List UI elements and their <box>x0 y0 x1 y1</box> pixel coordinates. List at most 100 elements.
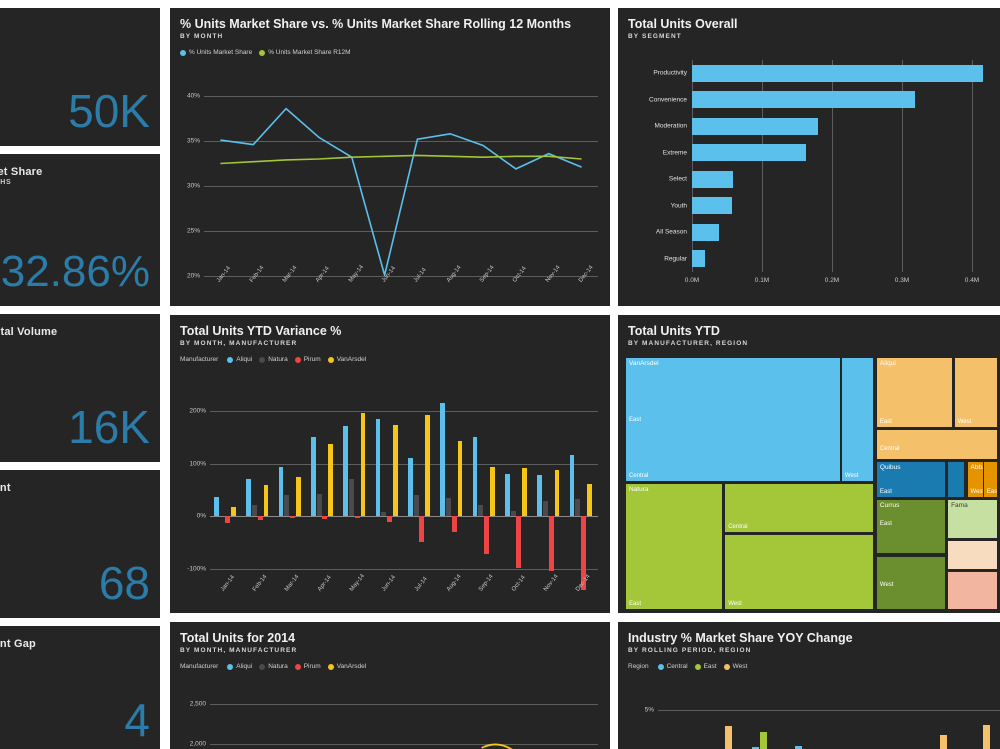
bar-west-6[interactable] <box>939 734 947 749</box>
bar-natura-oct-14[interactable] <box>510 511 516 517</box>
bar-natura-apr-14[interactable] <box>316 494 322 517</box>
legend-item-east[interactable]: East <box>694 663 717 670</box>
bar-aliqui-oct-14[interactable] <box>504 474 510 517</box>
legend-item-vanarsdel[interactable]: VanArsdel <box>327 663 366 670</box>
treemap-node[interactable]: Central <box>998 428 1000 461</box>
bar-productivity[interactable] <box>692 64 983 82</box>
bar-youth[interactable] <box>692 197 732 215</box>
legend-item-units-market-share-r12m[interactable]: % Units Market Share R12M <box>259 49 351 56</box>
bar-vanarsdel-sep-14[interactable] <box>489 467 495 517</box>
bar-west-1[interactable] <box>724 725 732 749</box>
kpi-card-total-sentiment[interactable]: Total Sentiment 68 <box>0 470 160 618</box>
treemap-node[interactable]: Central <box>724 482 874 534</box>
chart-tile-market-share-line[interactable]: % Units Market Share vs. % Units Market … <box>170 8 610 306</box>
chart-tile-industry-yoy[interactable]: Industry % Market Share YOY Change BY RO… <box>618 622 1000 749</box>
legend-item-units-market-share[interactable]: % Units Market Share <box>180 49 252 56</box>
treemap-node[interactable] <box>998 498 1000 540</box>
bar-aliqui-apr-14[interactable] <box>310 437 316 517</box>
treemap-node[interactable]: East <box>982 461 999 498</box>
legend-item-pirum[interactable]: Pirum <box>294 356 321 363</box>
bar-aliqui-sep-14[interactable] <box>472 437 478 517</box>
bar-pirum-oct-14[interactable] <box>516 516 522 569</box>
bar-all-season[interactable] <box>692 223 719 241</box>
bar-vanarsdel-may-14[interactable] <box>360 412 366 517</box>
legend-item-natura[interactable]: Natura <box>259 663 288 670</box>
kpi-card-total-volume[interactable]: Total Volume 50K <box>0 8 160 146</box>
bar-vanarsdel-aug-14[interactable] <box>457 441 463 517</box>
bar-moderation[interactable] <box>692 117 818 135</box>
kpi-card-units-market-share[interactable]: % Units Market Share ROLLING 12 MONTHS 3… <box>0 154 160 306</box>
treemap-node[interactable]: West <box>953 357 998 428</box>
bar-central-3[interactable] <box>794 746 802 749</box>
legend-item-vanarsdel[interactable]: VanArsdel <box>327 356 366 363</box>
bar-vanarsdel-apr-14[interactable] <box>328 443 334 517</box>
legend-item-central[interactable]: Central <box>657 663 688 670</box>
bar-natura-nov-14[interactable] <box>542 500 548 517</box>
bar-vanarsdel-feb-14[interactable] <box>263 484 269 517</box>
treemap-node[interactable] <box>947 571 999 610</box>
bar-pirum-may-14[interactable] <box>354 516 360 518</box>
bar-pirum-jun-14[interactable] <box>387 516 392 522</box>
legend-item-pirum[interactable]: Pirum <box>294 663 321 670</box>
treemap-node-currus[interactable]: Currus East <box>875 498 946 555</box>
bar-vanarsdel-mar-14[interactable] <box>295 476 301 517</box>
bar-natura-mar-14[interactable] <box>284 495 290 517</box>
bar-extreme[interactable] <box>692 144 807 162</box>
bar-aliqui-feb-14[interactable] <box>246 479 252 517</box>
bar-east-2[interactable] <box>759 732 767 749</box>
bar-pirum-nov-14[interactable] <box>548 516 554 572</box>
bar-natura-aug-14[interactable] <box>445 497 451 517</box>
bar-pirum-jul-14[interactable] <box>419 516 425 542</box>
legend-item-aliqui[interactable]: Aliqui <box>227 663 252 670</box>
bar-select[interactable] <box>692 170 733 188</box>
treemap-node-aliqui[interactable]: Aliqui East <box>875 357 953 428</box>
chart-tile-total-units-overall[interactable]: Total Units Overall BY SEGMENT 0.0M 0.1M 0… <box>618 8 1000 306</box>
bar-pirum-jan-14[interactable] <box>225 516 231 523</box>
bar-aliqui-dec-14[interactable] <box>569 454 575 517</box>
bar-pirum-aug-14[interactable] <box>451 516 457 533</box>
bar-pirum-dec-14[interactable] <box>581 516 586 591</box>
treemap-node-natura[interactable]: Natura East <box>625 482 724 610</box>
bar-vanarsdel-nov-14[interactable] <box>554 469 560 517</box>
bar-vanarsdel-dec-14[interactable] <box>586 483 592 517</box>
bar-central-2[interactable] <box>751 747 759 749</box>
treemap-node-vanarsdel[interactable]: VanArsdel East Central <box>625 357 841 483</box>
treemap-node[interactable] <box>947 539 999 571</box>
bar-natura-jun-14[interactable] <box>381 512 387 517</box>
bar-regular[interactable] <box>692 250 705 268</box>
bar-aliqui-aug-14[interactable] <box>440 403 446 517</box>
bar-convenience[interactable] <box>692 91 915 109</box>
bar-natura-jul-14[interactable] <box>413 495 419 517</box>
bar-pirum-apr-14[interactable] <box>322 516 328 519</box>
kpi-card-total-sentiment-gap[interactable]: Total Sentiment Gap 4 <box>0 626 160 749</box>
chart-tile-total-units-ytd-treemap[interactable]: Total Units YTD BY MANUFACTURER, REGION … <box>618 315 1000 613</box>
bar-aliqui-mar-14[interactable] <box>278 466 284 517</box>
bar-aliqui-jan-14[interactable] <box>213 497 219 517</box>
bar-aliqui-jul-14[interactable] <box>407 458 413 517</box>
bar-vanarsdel-jan-14[interactable] <box>231 506 237 517</box>
bar-vanarsdel-jun-14[interactable] <box>392 424 398 517</box>
bar-aliqui-may-14[interactable] <box>343 425 349 517</box>
treemap-node-fama[interactable]: Fama <box>947 498 999 540</box>
bar-natura-feb-14[interactable] <box>251 504 257 517</box>
kpi-card-total-units-volume[interactable]: Total Units Total Volume 16K <box>0 314 160 462</box>
bar-vanarsdel-oct-14[interactable] <box>522 467 528 517</box>
bar-pirum-mar-14[interactable] <box>290 516 295 519</box>
treemap-node[interactable] <box>947 461 966 498</box>
treemap-node-pirum[interactable]: PirumEast <box>998 357 1000 428</box>
treemap-node[interactable] <box>998 539 1000 610</box>
bar-vanarsdel-jul-14[interactable] <box>425 415 431 517</box>
treemap-node-quibus[interactable]: Quibus East <box>875 461 946 498</box>
treemap-node[interactable]: West <box>724 534 874 610</box>
legend-item-aliqui[interactable]: Aliqui <box>227 356 252 363</box>
bar-aliqui-jun-14[interactable] <box>375 418 381 517</box>
bar-west-7[interactable] <box>982 724 990 749</box>
treemap-node[interactable]: West <box>840 357 875 483</box>
treemap-node-victoria[interactable]: Victoria <box>998 461 1000 498</box>
bar-aliqui-nov-14[interactable] <box>537 475 543 517</box>
bar-pirum-sep-14[interactable] <box>484 516 489 555</box>
treemap-node[interactable]: West <box>875 555 946 610</box>
bar-pirum-feb-14[interactable] <box>257 516 263 521</box>
chart-tile-ytd-variance[interactable]: Total Units YTD Variance % BY MONTH, MAN… <box>170 315 610 613</box>
bar-natura-dec-14[interactable] <box>575 498 581 517</box>
